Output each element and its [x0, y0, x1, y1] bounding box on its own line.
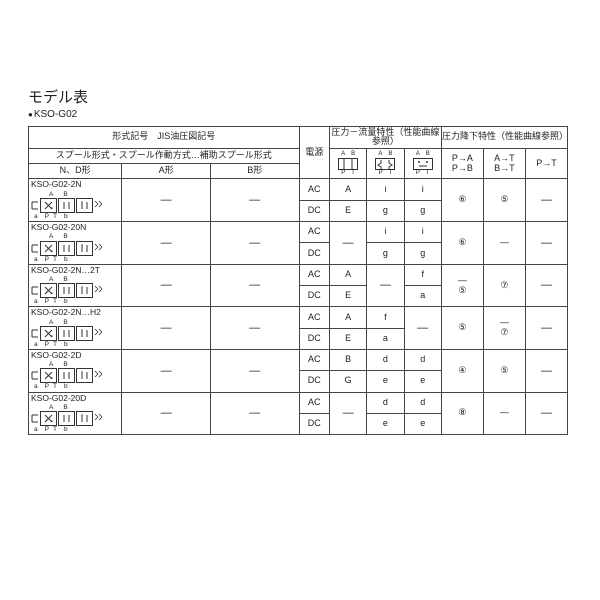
- hdr-a: A形: [122, 164, 211, 179]
- model-cell: KSO-G02-2N…H2 AB aPTb: [29, 307, 122, 350]
- hdr-sym3: AB PT: [404, 149, 441, 179]
- d1: ⑥: [441, 222, 483, 265]
- power-ac: AC: [299, 179, 329, 200]
- a-cell: —: [122, 222, 211, 265]
- hdr-at: A→TB→T: [483, 149, 525, 179]
- hdr-b: B形: [210, 164, 299, 179]
- hdr-sym2: AB PT: [367, 149, 404, 179]
- power-ac: AC: [299, 222, 329, 243]
- d3: —: [525, 307, 567, 350]
- d1: ⑥: [441, 179, 483, 222]
- power-dc: DC: [299, 243, 329, 264]
- power-ac: AC: [299, 392, 329, 413]
- hdr-pt: P→T: [525, 149, 567, 179]
- hdr-nd: N、D形: [29, 164, 122, 179]
- d3: —: [525, 392, 567, 435]
- model-cell: KSO-G02-2D AB aPTb: [29, 349, 122, 392]
- b-cell: —: [210, 264, 299, 307]
- b-cell: —: [210, 349, 299, 392]
- hdr-pa: P→AP→B: [441, 149, 483, 179]
- d1: ⑤: [441, 307, 483, 350]
- power-dc: DC: [299, 328, 329, 349]
- d3: —: [525, 264, 567, 307]
- d1: ④: [441, 349, 483, 392]
- d2: ⑤: [483, 349, 525, 392]
- a-cell: —: [122, 349, 211, 392]
- model-cell: KSO-G02-20D AB aPTb: [29, 392, 122, 435]
- d1: —⑤: [441, 264, 483, 307]
- model-table: 形式記号 JIS油圧図記号 電源 圧力－流量特性（性能曲線参照） 圧力降下特性（…: [28, 126, 568, 436]
- d2: ⑦: [483, 264, 525, 307]
- power-dc: DC: [299, 200, 329, 221]
- b-cell: —: [210, 392, 299, 435]
- hdr-model: 形式記号 JIS油圧図記号: [29, 126, 300, 149]
- d3: —: [525, 349, 567, 392]
- b-cell: —: [210, 307, 299, 350]
- model-cell: KSO-G02-2N AB aPTb: [29, 179, 122, 222]
- power-dc: DC: [299, 286, 329, 307]
- hdr-sym1: AB PT: [329, 149, 366, 179]
- a-cell: —: [122, 264, 211, 307]
- model-cell: KSO-G02-20N AB aPTb: [29, 222, 122, 265]
- power-ac: AC: [299, 264, 329, 285]
- d2: ⑤: [483, 179, 525, 222]
- b-cell: —: [210, 179, 299, 222]
- power-dc: DC: [299, 413, 329, 434]
- d2: —⑦: [483, 307, 525, 350]
- model-cell: KSO-G02-2N…2T AB aPTb: [29, 264, 122, 307]
- b-cell: —: [210, 222, 299, 265]
- subtitle: KSO-G02: [28, 109, 590, 120]
- title: モデル表: [28, 90, 590, 107]
- d2: —: [483, 392, 525, 435]
- power-ac: AC: [299, 307, 329, 328]
- a-cell: —: [122, 179, 211, 222]
- power-dc: DC: [299, 371, 329, 392]
- power-ac: AC: [299, 349, 329, 370]
- d1: ⑧: [441, 392, 483, 435]
- hdr-flow: 圧力－流量特性（性能曲線参照）: [329, 126, 441, 149]
- hdr-power: 電源: [299, 126, 329, 179]
- d3: —: [525, 222, 567, 265]
- a-cell: —: [122, 307, 211, 350]
- a-cell: —: [122, 392, 211, 435]
- d3: —: [525, 179, 567, 222]
- hdr-drop: 圧力降下特性（性能曲線参照）: [441, 126, 567, 149]
- d2: —: [483, 222, 525, 265]
- hdr-spool: スプール形式・スプール作動方式…補助スプール形式: [29, 149, 300, 164]
